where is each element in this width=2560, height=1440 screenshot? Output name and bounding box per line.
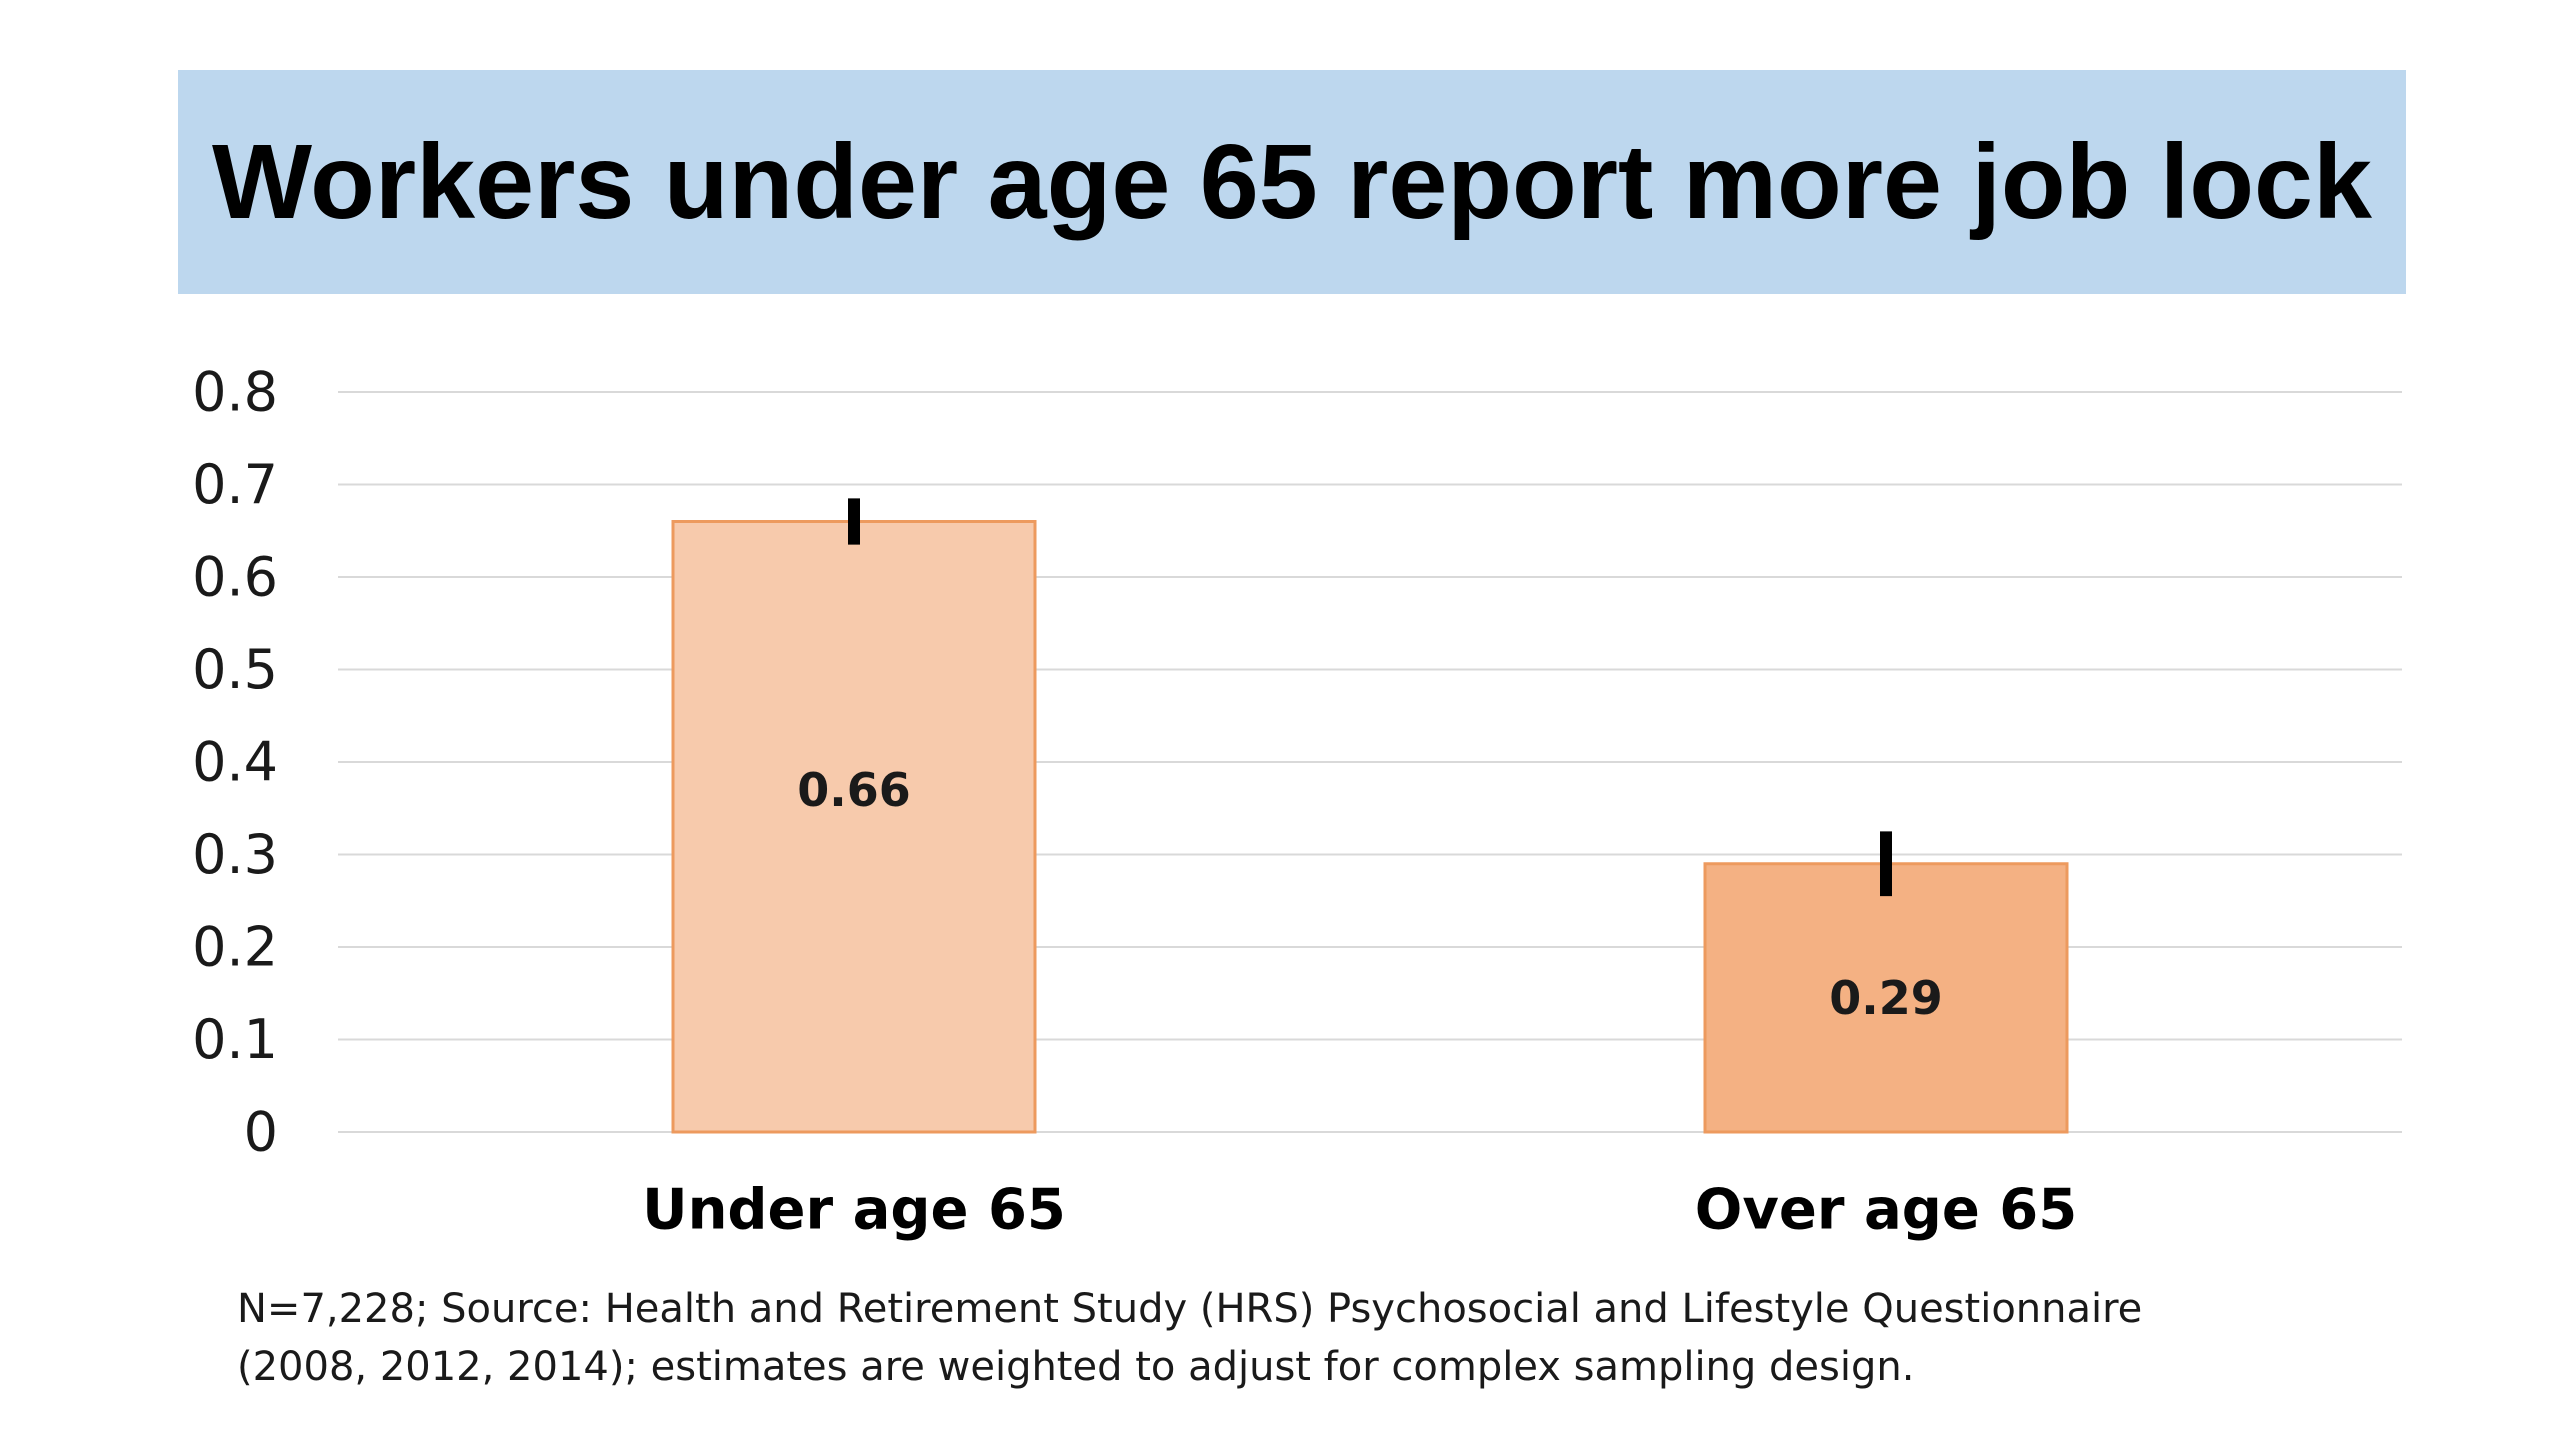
title-banner: Workers under age 65 report more job loc…: [178, 70, 2406, 294]
x-axis-category-labels: Under age 65 Over age 65: [642, 1178, 2077, 1243]
y-tick-label: 0.1: [192, 1008, 278, 1071]
data-label: 0.29: [1829, 971, 1943, 1025]
y-tick-label: 0.3: [192, 823, 278, 886]
gridlines: [338, 391, 2402, 1133]
bar: [1703, 862, 2069, 1134]
x-category-label: Under age 65: [642, 1178, 1066, 1243]
bars: [671, 520, 2069, 1134]
y-axis-tick-labels: 0 0.1 0.2 0.3 0.4 0.5 0.6 0.7 0.8: [192, 361, 278, 1164]
y-tick-label: 0.8: [192, 361, 278, 424]
x-category-label: Over age 65: [1695, 1178, 2077, 1243]
data-labels: 0.66 0.29: [797, 763, 1943, 1025]
y-tick-label: 0.7: [192, 453, 278, 516]
y-tick-label: 0.5: [192, 638, 278, 701]
y-tick-label: 0.6: [192, 546, 278, 609]
data-label: 0.66: [797, 763, 911, 817]
source-note: N=7,228; Source: Health and Retirement S…: [237, 1280, 2437, 1396]
bar: [671, 520, 1037, 1134]
source-note-line-1: N=7,228; Source: Health and Retirement S…: [237, 1286, 2143, 1332]
y-tick-label: 0.4: [192, 731, 278, 794]
source-note-line-2: (2008, 2012, 2014); estimates are weight…: [237, 1344, 1915, 1390]
y-tick-label: 0.2: [192, 916, 278, 979]
y-tick-label: 0: [244, 1101, 278, 1164]
chart-title: Workers under age 65 report more job loc…: [212, 122, 2372, 241]
error-bars: [848, 498, 1892, 897]
